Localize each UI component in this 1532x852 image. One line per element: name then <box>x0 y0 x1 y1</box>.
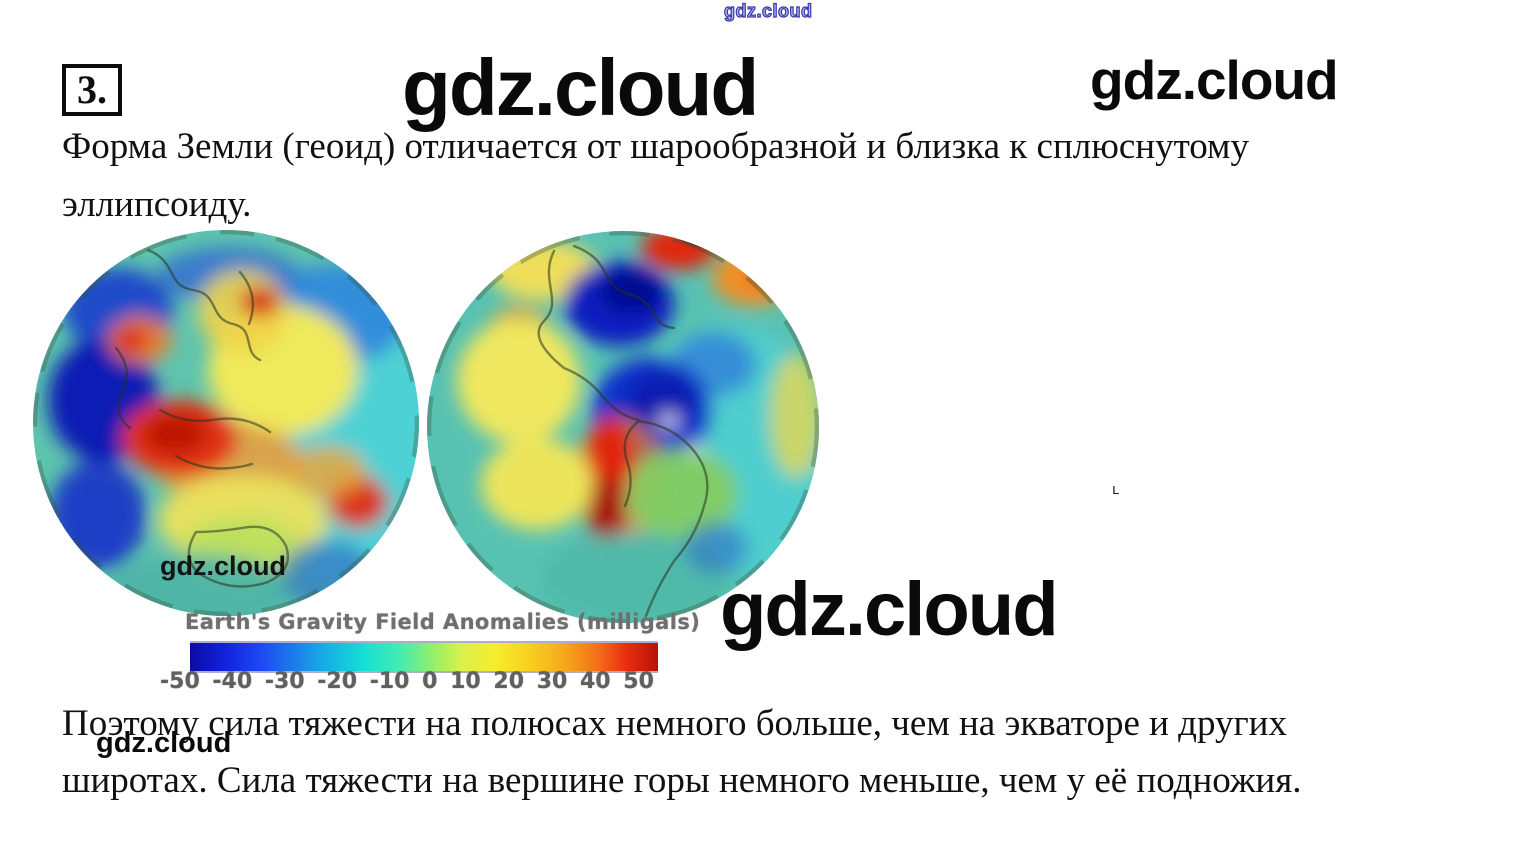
tick-label: -10 <box>369 669 410 694</box>
watermark-top-small: gdz.cloud <box>723 0 813 21</box>
watermark-bottom-large: gdz.cloud <box>720 567 1059 652</box>
stray-artifact-mark: ʟ <box>1112 482 1120 498</box>
answer-text-line-1: Форма Земли (геоид) отличается от шарооб… <box>62 126 1249 167</box>
globe-eastern-hemisphere <box>33 230 419 616</box>
gravity-colorbar <box>190 641 658 673</box>
task-number-box: 3. <box>62 64 122 116</box>
gravity-anomaly-blobs <box>48 247 419 616</box>
coastlines <box>114 248 290 588</box>
tick-label: 20 <box>493 669 525 694</box>
figure-caption: Earth's Gravity Field Anomalies (milliga… <box>185 610 701 634</box>
task-number: 3. <box>77 67 107 112</box>
tick-label: 0 <box>422 669 438 694</box>
watermark-top-right: gdz.cloud <box>1090 49 1339 111</box>
watermark-globe-small: gdz.cloud <box>160 551 286 581</box>
answer-text-line-4: широтах. Сила тяжести на вершине горы не… <box>62 760 1302 801</box>
tick-label: -50 <box>160 669 200 694</box>
watermark-top-large: gdz.cloud <box>402 43 759 132</box>
colorbar-tick-labels: -50 -40 -30 -20 -10 0 10 20 30 40 50 <box>160 669 654 694</box>
answer-text-line-3: Поэтому сила тяжести на полюсах немного … <box>62 703 1287 744</box>
tick-label: -30 <box>264 669 305 694</box>
tick-label: 30 <box>536 669 568 694</box>
tick-label: -40 <box>212 669 253 694</box>
gravity-anomaly-blobs <box>457 231 819 623</box>
tick-label: 10 <box>450 669 481 694</box>
tick-label: 50 <box>623 669 654 694</box>
tick-label: -20 <box>317 669 358 694</box>
globe-western-hemisphere <box>427 231 819 623</box>
answer-text-line-2: эллипсоиду. <box>62 184 252 225</box>
watermark-bottom-small: gdz.cloud <box>96 727 232 759</box>
tick-label: 40 <box>579 669 611 694</box>
